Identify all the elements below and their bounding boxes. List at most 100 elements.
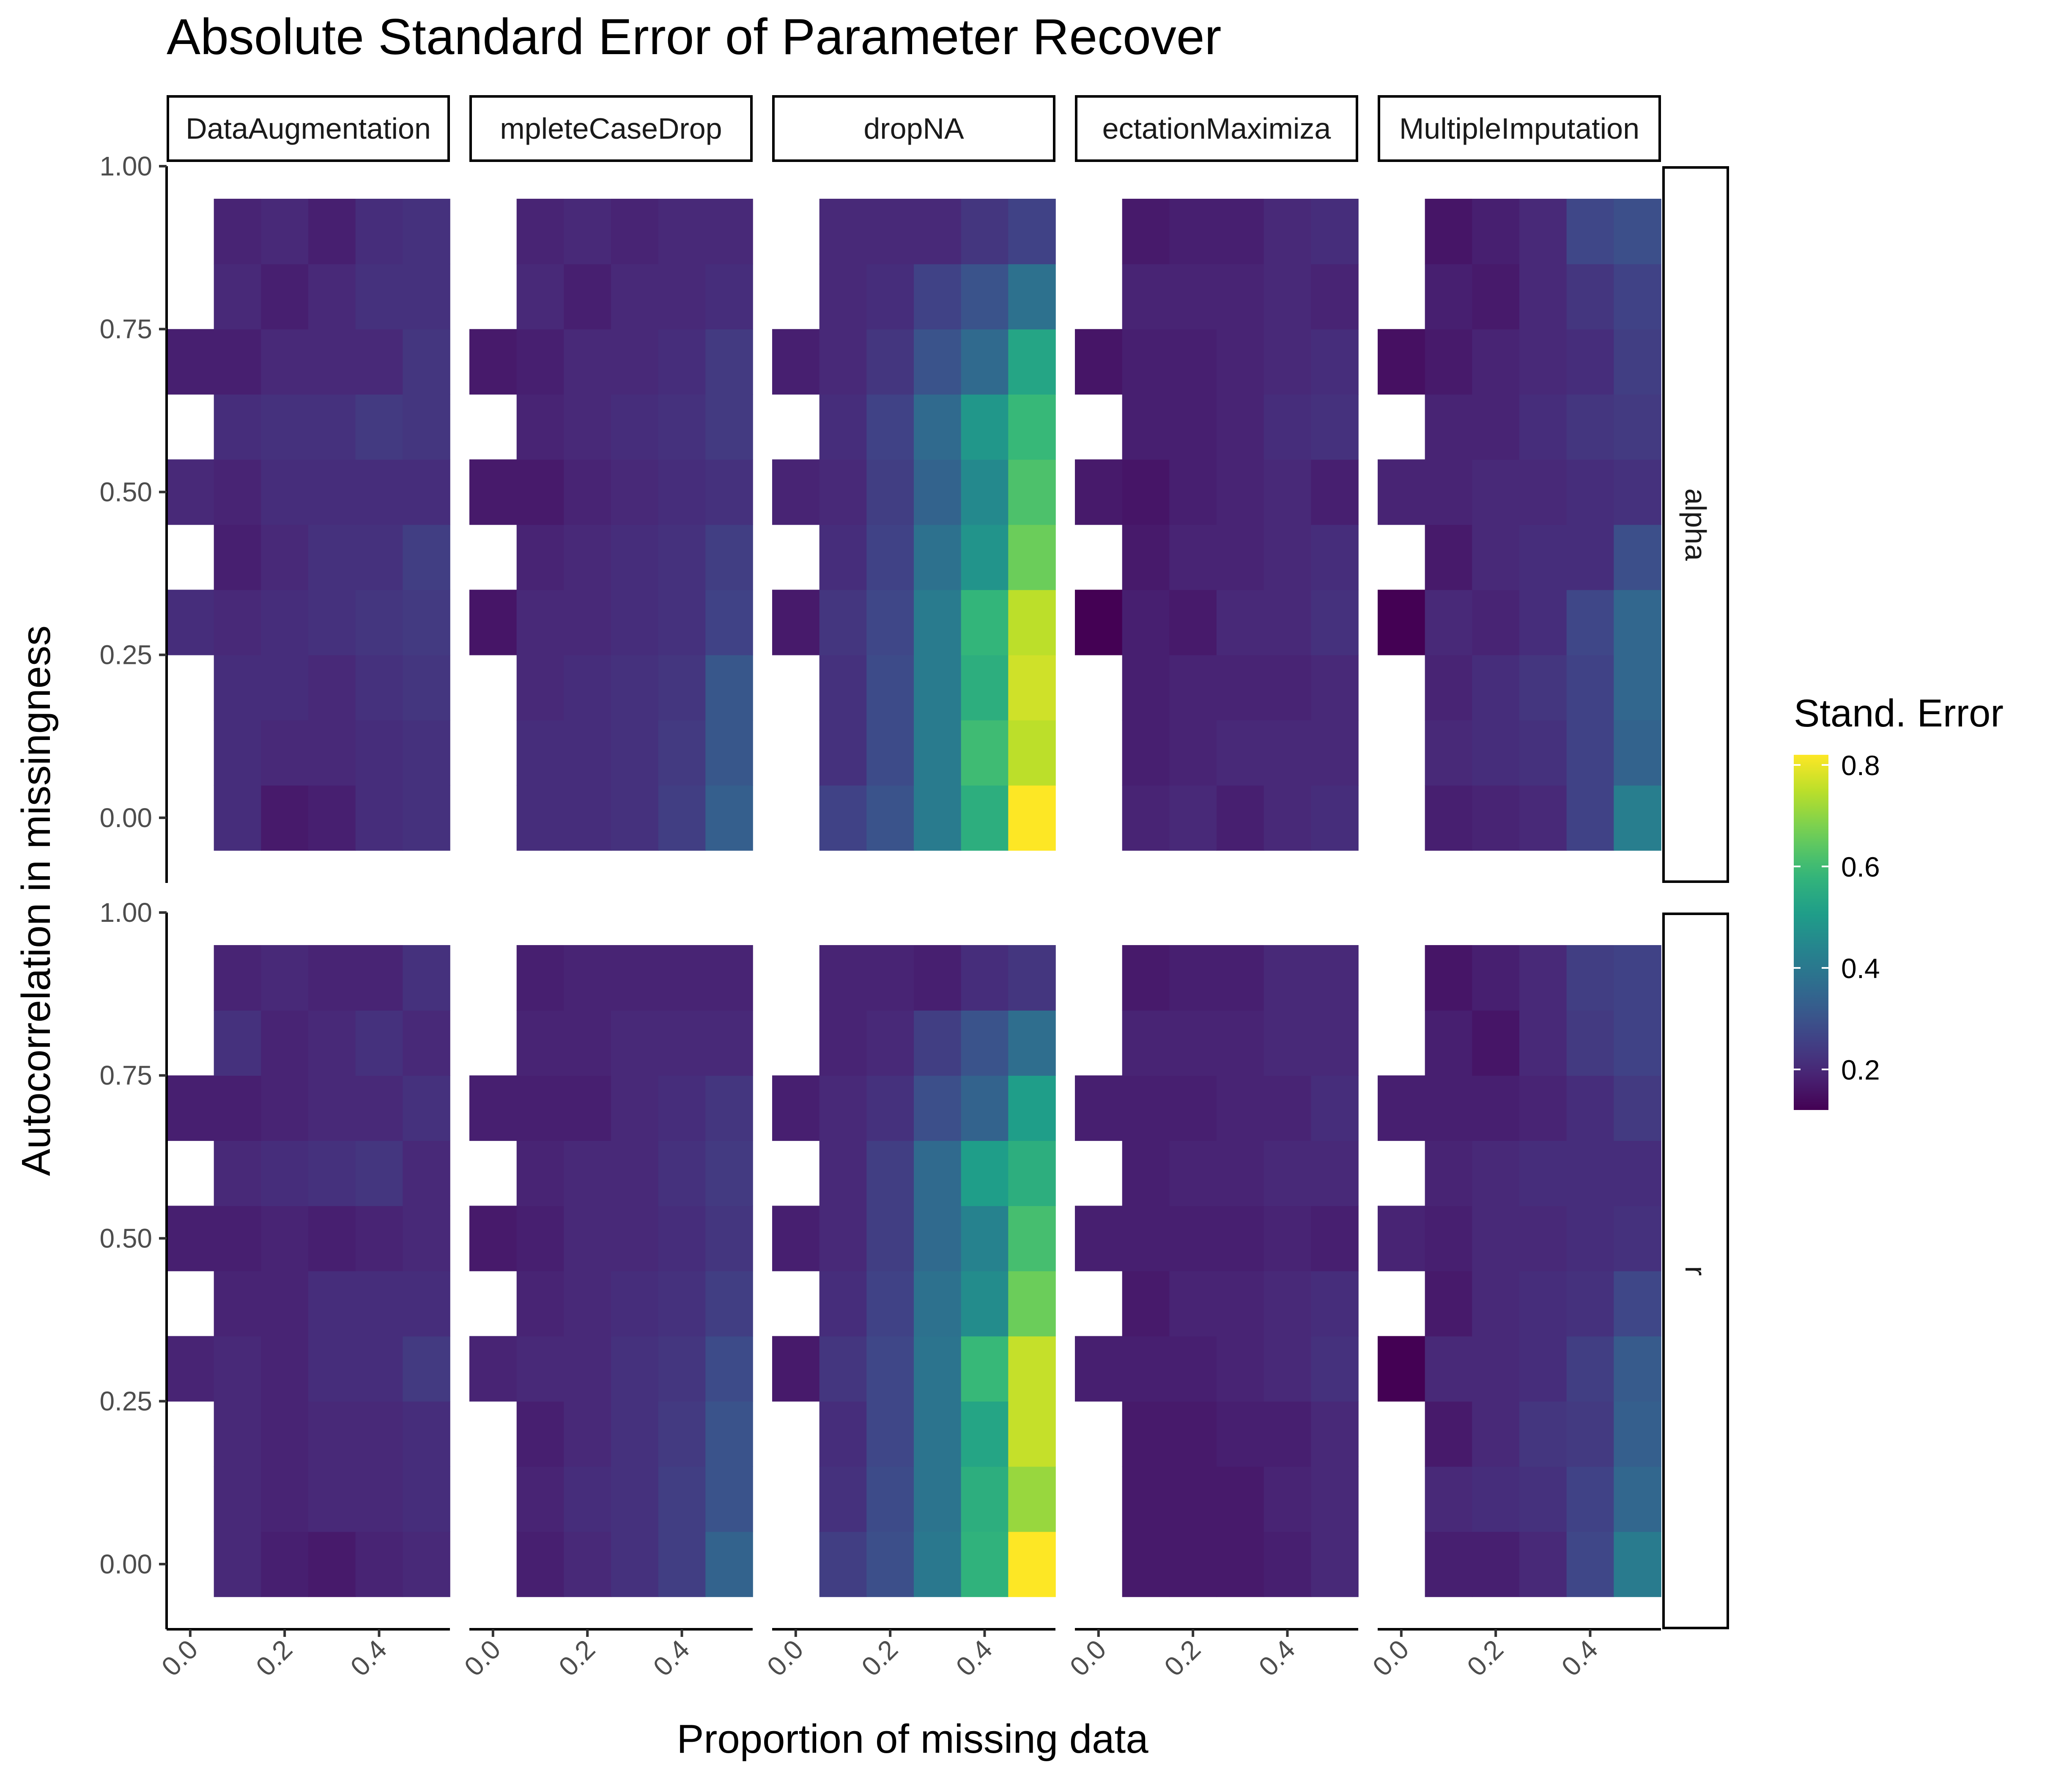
heatmap-tile [1075, 1075, 1123, 1141]
heatmap-tile [403, 1206, 450, 1272]
heatmap-tile [214, 1531, 262, 1597]
heatmap-tile [403, 264, 450, 329]
heatmap-tile [866, 1206, 914, 1272]
heatmap-tile [1311, 459, 1359, 525]
heatmap-tile [308, 720, 356, 786]
heatmap-tile [1008, 1206, 1056, 1272]
heatmap-tile [961, 1271, 1009, 1337]
heatmap-tile [355, 720, 403, 786]
heatmap-tile [308, 1010, 356, 1076]
heatmap-tile [1263, 1140, 1312, 1206]
column-strip-box [469, 95, 753, 162]
heatmap-tile [1472, 1336, 1520, 1402]
heatmap-tile [1169, 1271, 1217, 1337]
heatmap-tile [914, 1466, 962, 1532]
heatmap-tile [1122, 459, 1170, 525]
heatmap-tile [355, 394, 403, 460]
heatmap-tile [705, 1140, 753, 1206]
heatmap-tile [866, 459, 914, 525]
y-tick-label: 1.00 [99, 151, 152, 181]
heatmap-tile [866, 1140, 914, 1206]
heatmap-tile [1263, 785, 1312, 851]
heatmap-tile [469, 1075, 517, 1141]
heatmap-tile [214, 655, 262, 721]
heatmap-tile [167, 459, 214, 525]
heatmap-tile [1008, 589, 1056, 655]
heatmap-tile [564, 1466, 611, 1532]
heatmap-tile [611, 1010, 659, 1076]
heatmap-tile [308, 524, 356, 590]
heatmap-tile [1217, 394, 1264, 460]
heatmap-tile [1122, 1140, 1170, 1206]
heatmap-tile [1472, 1401, 1520, 1467]
heatmap-tile [1263, 1466, 1312, 1532]
heatmap-tile [564, 1140, 611, 1206]
heatmap-tile [1008, 329, 1056, 395]
heatmap-tile [1472, 589, 1520, 655]
heatmap-tile [819, 459, 867, 525]
heatmap-tile [1311, 1531, 1359, 1597]
x-axis-label: Proportion of missing data [677, 1716, 1148, 1762]
heatmap-tile [1311, 1075, 1359, 1141]
heatmap-tile [1263, 1010, 1312, 1076]
heatmap-tile [1263, 329, 1312, 395]
heatmap-tile [866, 1401, 914, 1467]
heatmap-tile [658, 394, 706, 460]
panel-r-ExpectationMaximization [1075, 945, 1359, 1597]
column-strip-label: MultipleImputation [1399, 112, 1639, 145]
y-tick-label: 0.00 [99, 803, 152, 833]
heatmap-tile [1425, 1206, 1473, 1272]
heatmap-tile [914, 459, 962, 525]
heatmap-tile [308, 459, 356, 525]
heatmap-tile [611, 1401, 659, 1467]
heatmap-tile [1122, 1401, 1170, 1467]
heatmap-tile [658, 1010, 706, 1076]
heatmap-tile [308, 589, 356, 655]
heatmap-tile [1217, 1010, 1264, 1076]
heatmap-tile [961, 1531, 1009, 1597]
legend-tick-label: 0.4 [1841, 953, 1880, 984]
heatmap-tile [1263, 1206, 1312, 1272]
row-strip-label: r [1679, 1266, 1712, 1276]
heatmap-tile [658, 1466, 706, 1532]
legend-title: Stand. Error [1794, 692, 2003, 735]
color-legend: 0.2 0.4 0.6 0.8 [1794, 750, 1880, 1110]
heatmap-tile [819, 1075, 867, 1141]
heatmap-tile [167, 589, 214, 655]
heatmap-tile [1378, 1206, 1425, 1272]
heatmap-tile [308, 785, 356, 851]
heatmap-tile [214, 945, 262, 1011]
heatmap-tile [1614, 1206, 1661, 1272]
heatmap-tile [705, 1075, 753, 1141]
heatmap-tile [403, 1466, 450, 1532]
heatmap-tile [403, 1140, 450, 1206]
heatmap-tile [1122, 720, 1170, 786]
heatmap-tile [214, 1075, 262, 1141]
heatmap-tile [1311, 394, 1359, 460]
heatmap-tile [1425, 1466, 1473, 1532]
heatmap-tile [214, 1336, 262, 1402]
heatmap-tile [1472, 199, 1520, 264]
heatmap-tile [1472, 785, 1520, 851]
heatmap-tile [1217, 720, 1264, 786]
heatmap-tile [914, 785, 962, 851]
heatmap-tile [261, 589, 309, 655]
heatmap-tile [1425, 524, 1473, 590]
heatmap-tile [1472, 394, 1520, 460]
heatmap-tile [658, 945, 706, 1011]
heatmap-tile [261, 264, 309, 329]
heatmap-tile [308, 1466, 356, 1532]
heatmap-tile [1566, 199, 1614, 264]
heatmap-tile [1217, 1140, 1264, 1206]
heatmap-tile [1614, 1466, 1661, 1532]
heatmap-tile [308, 329, 356, 395]
heatmap-tile [914, 1075, 962, 1141]
heatmap-tile [516, 329, 565, 395]
heatmap-tile [1425, 945, 1473, 1011]
panel-alpha-DataAugmentation [167, 199, 450, 851]
heatmap-tile [658, 1075, 706, 1141]
heatmap-tile [516, 1466, 565, 1532]
heatmap-tile [658, 1271, 706, 1337]
heatmap-tile [355, 459, 403, 525]
heatmap-tile [1169, 1401, 1217, 1467]
